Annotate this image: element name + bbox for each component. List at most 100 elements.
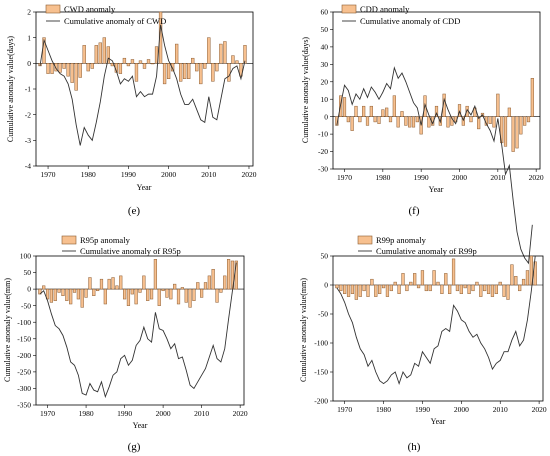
anomaly-bar — [492, 116, 496, 128]
x-tick-label: 1970 — [337, 173, 352, 182]
anomaly-bar — [385, 107, 389, 117]
anomaly-bar — [385, 284, 390, 297]
anomaly-bar — [523, 116, 527, 126]
anomaly-bar — [401, 273, 405, 286]
anomaly-bars — [38, 11, 247, 91]
anomaly-bar — [518, 284, 522, 292]
anomaly-bar — [231, 55, 235, 64]
y-tick-label: 100 — [20, 252, 32, 261]
y-axis-label: Cumulative anomaly value(days) — [301, 37, 310, 144]
anomaly-bar — [57, 288, 61, 293]
anomaly-bar — [207, 275, 211, 290]
anomaly-bar — [490, 284, 495, 297]
anomaly-bar — [455, 284, 460, 292]
y-tick-label: -10 — [318, 130, 328, 139]
anomaly-bar — [149, 288, 154, 300]
legend: R95p anomaly Cumulative anomaly of R95p — [61, 235, 181, 256]
x-axis-ticks: 1970 1980 1990 2000 2010 2020 — [337, 169, 544, 182]
y-tick-label: -20 — [318, 147, 328, 156]
y-tick-label: 20 — [321, 77, 329, 86]
anomaly-bar — [377, 116, 381, 124]
y-axis-ticks: -30 -20 -10 0 10 20 30 40 50 60 — [318, 8, 333, 174]
y-tick-label: 0 — [324, 281, 328, 290]
cumulative-line — [39, 24, 246, 146]
anomaly-bar — [432, 270, 436, 286]
anomaly-bar — [350, 284, 355, 294]
anomaly-bar — [106, 46, 110, 64]
legend: R99p anomaly Cumulative anomaly of R99p — [357, 235, 477, 256]
anomaly-bar — [424, 284, 428, 292]
anomaly-bar — [467, 284, 471, 294]
anomaly-bar — [388, 116, 393, 123]
anomaly-bar — [162, 63, 167, 85]
y-tick-label: -50 — [21, 301, 31, 310]
anomaly-bar — [211, 63, 215, 82]
x-tick-label: 2010 — [194, 409, 209, 418]
y-tick-label: -200 — [314, 397, 328, 406]
anomaly-bar — [503, 116, 508, 147]
anomaly-bar — [488, 116, 492, 124]
y-tick-label: 40 — [321, 42, 329, 51]
anomaly-bar — [184, 288, 188, 303]
anomaly-bar — [396, 116, 400, 128]
cumulative-line — [39, 262, 237, 399]
legend-label-anomaly: R99p anomaly — [376, 235, 427, 245]
x-tick-label: 2000 — [454, 405, 469, 414]
x-tick-label: 2020 — [529, 173, 544, 182]
anomaly-bar — [243, 45, 247, 64]
legend-label-cumulative: Cumulative anomaly of R95p — [80, 246, 181, 256]
x-tick-label: 2020 — [241, 170, 256, 179]
anomaly-bar — [459, 284, 463, 294]
anomaly-bar — [469, 116, 473, 123]
x-axis-label: Year — [429, 185, 444, 194]
anomaly-bar — [176, 288, 181, 305]
anomaly-bar — [179, 63, 183, 82]
y-tick-label: -2 — [25, 110, 31, 119]
panel-caption: (g) — [128, 441, 141, 453]
chart-panel-g: 1970 1980 1990 2000 2010 2020 -350 -300 -250 -20… — [3, 235, 248, 453]
y-tick-label: 0 — [27, 285, 31, 294]
anomaly-bar — [227, 63, 231, 82]
x-tick-label: 2000 — [156, 409, 171, 418]
x-tick-label: 2010 — [493, 405, 508, 414]
legend: CWD anomaly Cumulative anomaly of CWD — [45, 4, 166, 26]
anomaly-bar — [126, 63, 131, 67]
anomaly-bar — [219, 43, 223, 64]
cumulative-line-group — [336, 66, 533, 265]
anomaly-bar — [494, 284, 498, 294]
cumulative-line-group — [336, 255, 536, 386]
x-axis-ticks: 1970 1980 1990 2000 2010 2020 — [337, 401, 547, 414]
plot-frame — [35, 11, 254, 167]
anomaly-bar — [358, 116, 362, 123]
anomaly-bar — [69, 288, 73, 305]
anomaly-bar — [235, 60, 239, 64]
anomaly-bar — [529, 255, 533, 286]
legend-bar-swatch — [341, 4, 357, 14]
anomaly-bars — [335, 255, 537, 300]
anomaly-bar — [70, 63, 74, 83]
anomaly-bar — [174, 43, 179, 64]
legend-label-anomaly: R95p anomaly — [80, 235, 131, 245]
anomaly-bar — [86, 63, 90, 72]
y-axis-ticks: -350 -300 -250 -200 -150 -100 -50 0 50 100 — [17, 252, 36, 410]
anomaly-bar — [173, 283, 177, 290]
anomaly-bar — [381, 284, 386, 289]
y-tick-label: -200 — [17, 351, 31, 360]
anomaly-bar — [134, 288, 138, 305]
anomaly-bar — [161, 288, 165, 292]
anomaly-bar — [146, 59, 151, 64]
anomaly-bars — [38, 259, 238, 308]
anomaly-bar — [180, 287, 184, 290]
x-tick-label: 1990 — [121, 170, 136, 179]
anomaly-bar — [166, 63, 171, 79]
anomaly-bar — [392, 95, 396, 117]
anomaly-bar — [450, 116, 454, 126]
y-tick-label: -300 — [17, 384, 31, 393]
legend-label-cumulative: Cumulative anomaly of CWD — [64, 16, 166, 26]
anomaly-bar — [223, 41, 227, 64]
anomaly-bar — [411, 116, 416, 128]
anomaly-bar — [219, 288, 223, 293]
x-tick-label: 2020 — [233, 409, 248, 418]
anomaly-bar — [373, 116, 377, 123]
legend-bar-swatch — [357, 235, 373, 245]
